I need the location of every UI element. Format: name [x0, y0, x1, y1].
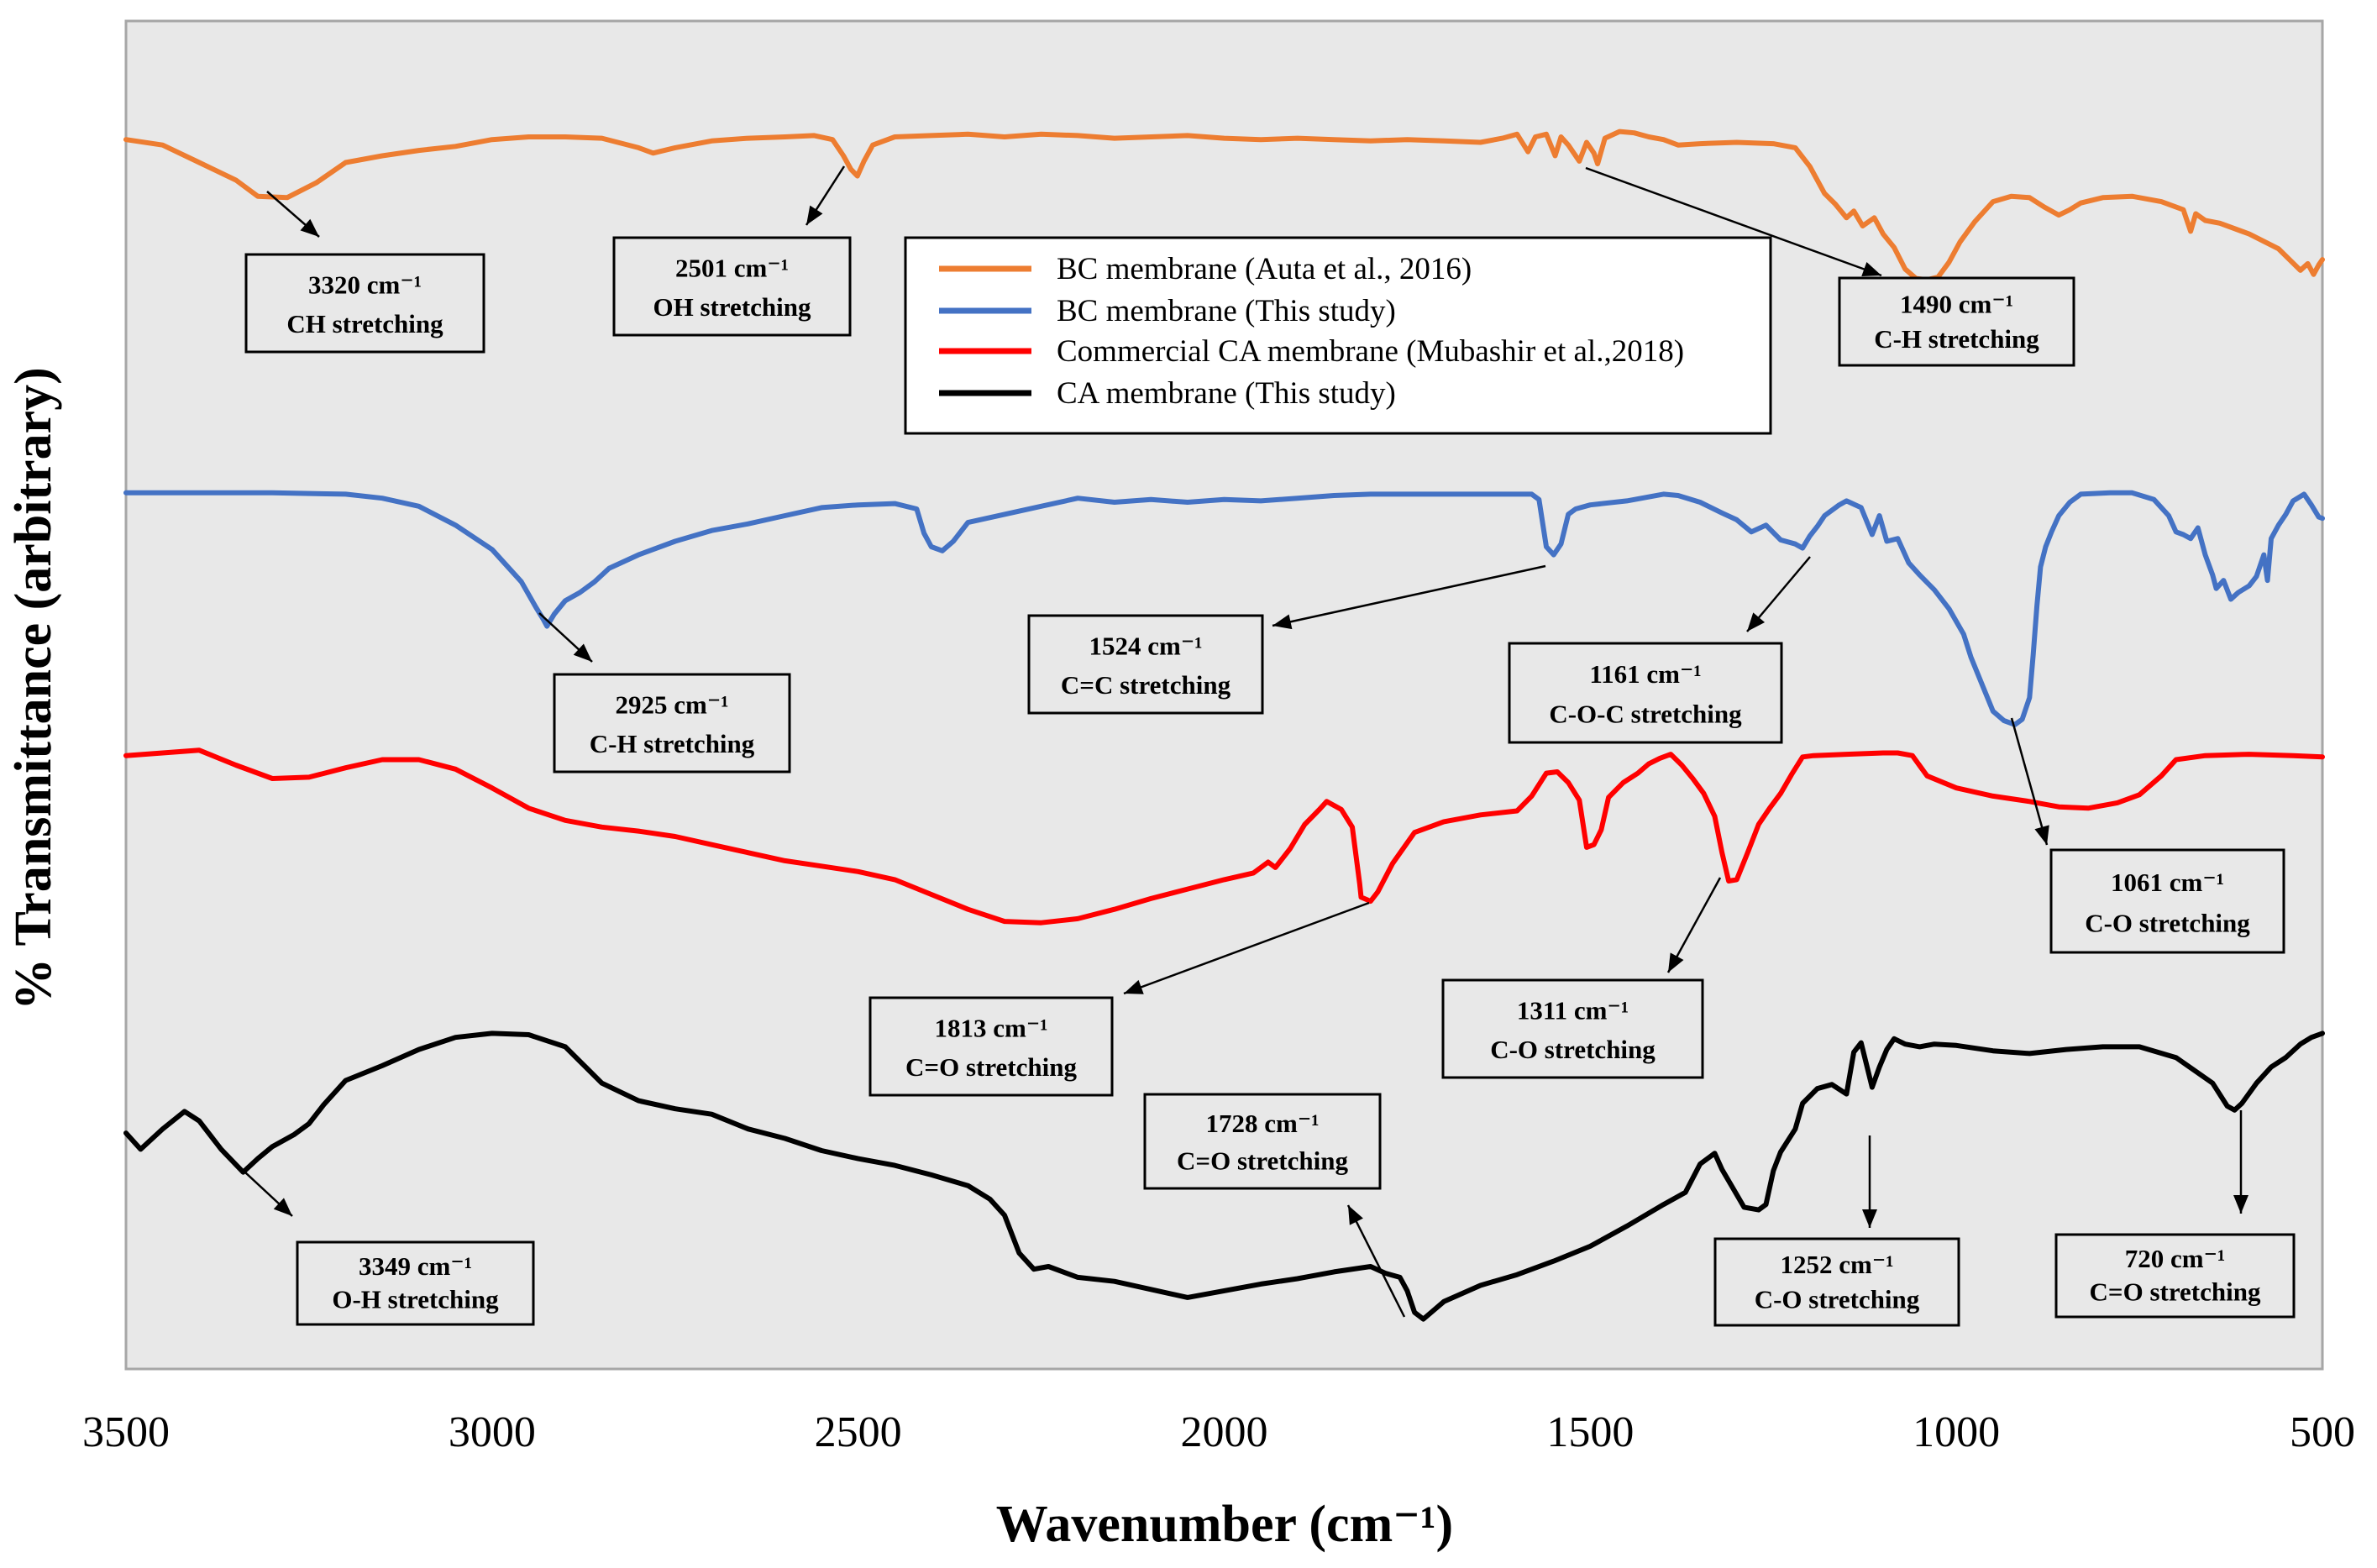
- annotation-wavenumber-1728-cm: 1728 cm⁻¹: [1206, 1109, 1320, 1138]
- annotation-wavenumber-3349-cm: 3349 cm⁻¹: [359, 1251, 472, 1281]
- annotation-arrow-1490-cm: [1585, 166, 1882, 277]
- x-tick-label-1000: 1000: [1913, 1408, 2000, 1456]
- annotation-assignment-3349-cm: O-H stretching: [332, 1284, 499, 1314]
- annotation-arrowhead-1813-cm: [1124, 979, 1144, 994]
- legend-box: [904, 236, 1772, 435]
- arrow-layer: [244, 165, 2248, 1318]
- annotation-wavenumber-1161-cm: 1161 cm⁻¹: [1589, 659, 1701, 689]
- annotation-assignment-1161-cm: C-O-C stretching: [1549, 699, 1742, 728]
- series-layer: [123, 128, 2325, 1322]
- annotation-assignment-1813-cm: C=O stretching: [905, 1052, 1077, 1082]
- annotation-arrow-1813-cm: [1123, 901, 1370, 995]
- legend-label-commercial-ca: Commercial CA membrane (Mubashir et al.,…: [1057, 334, 1684, 369]
- annotation-wavenumber-720-cm: 720 cm⁻¹: [2125, 1244, 2226, 1273]
- annotation-box-2925-cm: [553, 673, 791, 774]
- annotation-assignment-1061-cm: C-O stretching: [2085, 909, 2250, 938]
- legend-label-bc-this-study: BC membrane (This study): [1057, 294, 1396, 328]
- annotation-wavenumber-3320-cm: 3320 cm⁻¹: [308, 270, 422, 299]
- x-tick-label-1500: 1500: [1546, 1408, 1634, 1456]
- annotation-arrowhead-1490-cm: [1861, 262, 1881, 276]
- annotation-arrowhead-3320-cm: [300, 218, 319, 237]
- annotation-box-2501-cm: [612, 236, 852, 337]
- annotation-box-3349-cm: [296, 1240, 535, 1326]
- annotation-arrowhead-1061-cm: [2034, 825, 2049, 845]
- annotation-assignment-1524-cm: C=C stretching: [1061, 670, 1231, 700]
- x-tick-label-2000: 2000: [1181, 1408, 1268, 1456]
- series-line-bc-membrane-auta-et-al-2016: [123, 128, 2325, 283]
- x-axis-label: Wavenumber (cm⁻¹): [996, 1496, 1453, 1553]
- annotation-box-1813-cm: [868, 996, 1114, 1097]
- annotation-box-1524-cm: [1027, 614, 1264, 715]
- annotation-arrowhead-1311-cm: [1668, 952, 1684, 973]
- annotation-assignment-1252-cm: C-O stretching: [1755, 1284, 1920, 1314]
- annotation-assignment-2925-cm: C-H stretching: [590, 729, 755, 758]
- legend: BC membrane (Auta et al., 2016) BC membr…: [904, 236, 1772, 435]
- annotation-arrowhead-1728-cm: [1348, 1205, 1363, 1225]
- x-tick-label-3500: 3500: [82, 1408, 170, 1456]
- annotation-box-1311-cm: [1441, 978, 1704, 1079]
- annotation-wavenumber-1524-cm: 1524 cm⁻¹: [1089, 631, 1203, 660]
- annotation-wavenumber-2501-cm: 2501 cm⁻¹: [675, 253, 789, 282]
- annotation-box-720-cm: [2054, 1233, 2296, 1319]
- annotation-assignment-1311-cm: C-O stretching: [1490, 1035, 1656, 1064]
- annotation-arrow-1728-cm: [1346, 1204, 1406, 1318]
- annotation-assignment-1490-cm: C-H stretching: [1874, 324, 2039, 354]
- annotation-assignment-720-cm: C=O stretching: [2090, 1277, 2261, 1306]
- annotation-box-1061-cm: [2049, 848, 2285, 954]
- series-line-commercial-ca-membrane-mubashir-et-al-2018: [123, 747, 2325, 926]
- annotation-box-1490-cm: [1838, 276, 2075, 367]
- annotation-wavenumber-2925-cm: 2925 cm⁻¹: [616, 690, 729, 719]
- x-tick-labels: 3500 3000 2500 2000 1500 1000 500: [82, 1408, 2355, 1456]
- x-tick-label-500: 500: [2290, 1408, 2355, 1456]
- annotation-arrowhead-2925-cm: [573, 643, 592, 662]
- y-axis-label: % Transmittance (arbitrary): [5, 367, 62, 1010]
- annotation-box-1252-cm: [1713, 1237, 1960, 1327]
- annotation-arrowhead-3349-cm: [273, 1198, 292, 1216]
- annotation-layer: 3320 cm⁻¹ CH stretching 2501 cm⁻¹ OH stretc…: [244, 236, 2296, 1327]
- annotation-wavenumber-1813-cm: 1813 cm⁻¹: [935, 1013, 1048, 1042]
- legend-label-auta: BC membrane (Auta et al., 2016): [1057, 252, 1472, 286]
- annotation-arrowhead-1161-cm: [1747, 612, 1766, 632]
- annotation-box-1728-cm: [1143, 1093, 1382, 1190]
- annotation-arrowhead-1524-cm: [1272, 614, 1293, 630]
- annotation-box-1161-cm: [1508, 642, 1783, 744]
- annotation-box-3320-cm: [244, 253, 485, 354]
- annotation-wavenumber-1061-cm: 1061 cm⁻¹: [2111, 868, 2224, 897]
- annotation-arrowhead-2501-cm: [806, 205, 823, 225]
- annotation-wavenumber-1252-cm: 1252 cm⁻¹: [1781, 1250, 1894, 1279]
- x-tick-label-3000: 3000: [449, 1408, 536, 1456]
- annotation-assignment-2501-cm: OH stretching: [653, 292, 811, 322]
- annotation-wavenumber-1311-cm: 1311 cm⁻¹: [1517, 995, 1629, 1025]
- x-tick-label-2500: 2500: [815, 1408, 902, 1456]
- annotation-assignment-1728-cm: C=O stretching: [1177, 1146, 1348, 1176]
- annotation-assignment-3320-cm: CH stretching: [286, 309, 443, 338]
- annotation-wavenumber-1490-cm: 1490 cm⁻¹: [1900, 290, 2013, 319]
- annotation-arrowhead-720-cm: [2233, 1195, 2248, 1214]
- annotation-arrow-1524-cm: [1272, 564, 1546, 627]
- series-line-bc-membrane-this-study: [123, 490, 2325, 727]
- annotation-arrow-1061-cm: [2010, 717, 2049, 846]
- series-line-ca-membrane-this-study: [123, 1030, 2325, 1322]
- legend-label-ca-this-study: CA membrane (This study): [1057, 376, 1396, 411]
- annotation-arrowhead-1252-cm: [1862, 1209, 1877, 1228]
